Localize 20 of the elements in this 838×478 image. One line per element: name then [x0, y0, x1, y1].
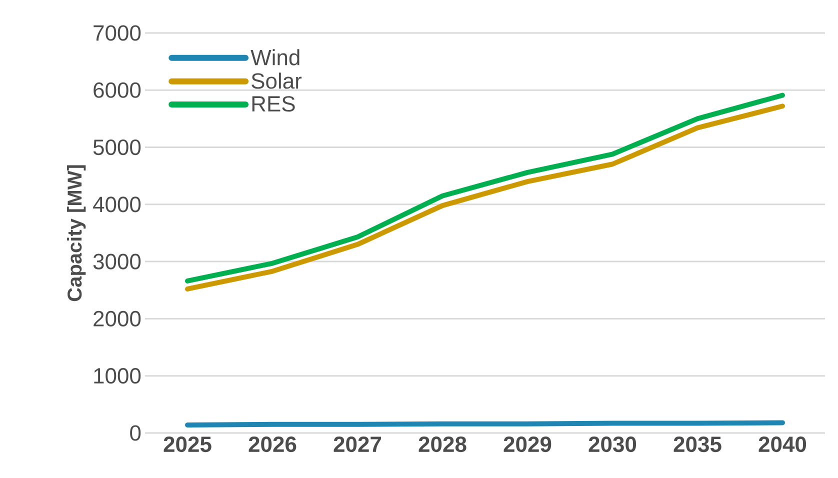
y-tick-label: 5000	[93, 139, 141, 156]
legend-label: Wind	[250, 49, 300, 66]
y-tick-label: 2000	[94, 310, 141, 326]
legend-label: RES	[252, 96, 295, 112]
x-tick-label: 2025	[164, 436, 212, 452]
x-tick-label: 2040	[758, 436, 806, 452]
x-tick-label: 2035	[674, 436, 722, 452]
y-tick-label: 4000	[93, 196, 141, 212]
y-tick-label: 6000	[94, 82, 141, 98]
y-tick-label: 3000	[93, 254, 141, 270]
y-tick-label: 7000	[94, 25, 141, 41]
x-tick-label: 2030	[588, 436, 636, 452]
x-tick-label: 2029	[504, 436, 552, 452]
y-tick-label: 0	[130, 425, 141, 441]
x-tick-label: 2026	[248, 436, 296, 452]
legend-label: Solar	[252, 72, 302, 89]
y-tick-label: 1000	[94, 368, 141, 384]
y-axis-title: Capacity [MW]	[67, 165, 86, 302]
x-tick-label: 2027	[334, 436, 382, 452]
x-tick-label: 2028	[418, 436, 466, 452]
